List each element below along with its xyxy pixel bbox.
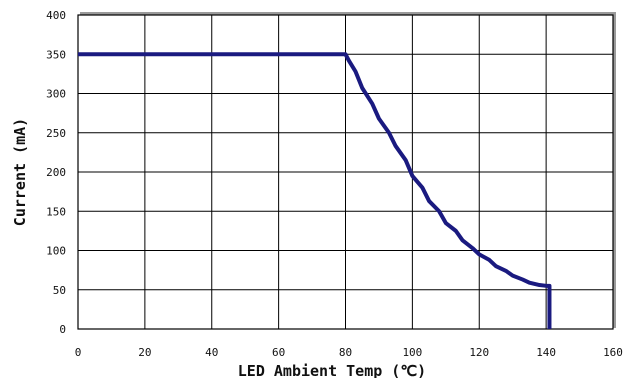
- grid-lines: [78, 15, 613, 329]
- x-tick-label: 120: [469, 346, 489, 359]
- x-tick-label: 140: [536, 346, 556, 359]
- y-tick-label: 100: [46, 245, 66, 258]
- y-tick-label: 0: [59, 323, 66, 336]
- y-tick-label: 200: [46, 166, 66, 179]
- x-axis-tick-labels: 0 20 40 60 80 100 120 140 160: [75, 346, 623, 359]
- x-axis-title: LED Ambient Temp (℃): [238, 362, 426, 378]
- x-tick-label: 20: [138, 346, 151, 359]
- x-tick-label: 60: [272, 346, 285, 359]
- y-axis-tick-labels: 0 50 100 150 200 250 300 350 400: [46, 9, 66, 336]
- plot-frame: [77, 14, 614, 330]
- x-tick-label: 160: [603, 346, 623, 359]
- x-tick-label: 40: [205, 346, 218, 359]
- derating-curve: [78, 52, 552, 329]
- y-tick-label: 300: [46, 88, 66, 101]
- x-tick-label: 100: [402, 346, 422, 359]
- y-tick-label: 50: [53, 284, 66, 297]
- y-tick-label: 400: [46, 9, 66, 22]
- y-axis-title: Current (mA): [11, 118, 29, 226]
- x-tick-label: 80: [339, 346, 352, 359]
- plot-area-shadow: [80, 12, 616, 328]
- series-layer: [78, 52, 552, 329]
- x-tick-label: 0: [75, 346, 82, 359]
- y-tick-label: 150: [46, 205, 66, 218]
- y-tick-label: 350: [46, 48, 66, 61]
- y-tick-label: 250: [46, 127, 66, 140]
